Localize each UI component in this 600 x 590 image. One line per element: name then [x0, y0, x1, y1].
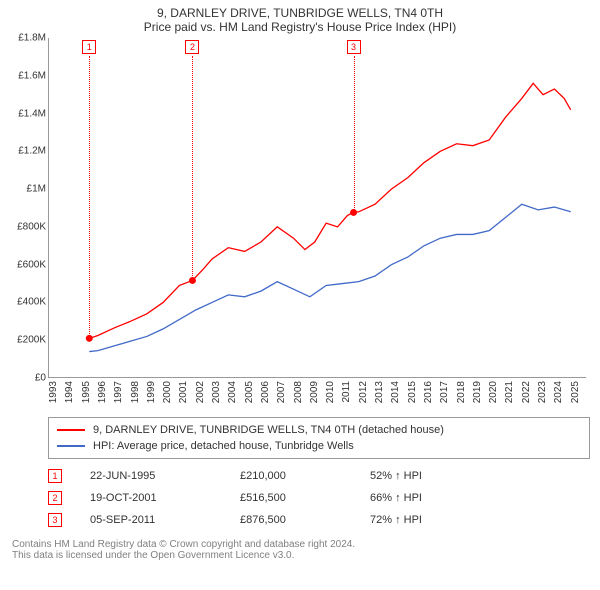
x-tick-label: 2025 — [570, 381, 581, 403]
title-subtitle: Price paid vs. HM Land Registry's House … — [0, 20, 600, 34]
y-tick-label: £1.2M — [18, 146, 46, 157]
x-axis: 1993 1994 1995 1996 1997 1998 1999 2000 2001 2002… — [48, 378, 586, 413]
x-tick-label: 2021 — [504, 381, 515, 403]
y-tick-label: £1M — [27, 184, 46, 195]
footer: Contains HM Land Registry data © Crown c… — [12, 539, 590, 561]
x-tick-label: 1996 — [97, 381, 108, 403]
table-row: 1 22-JUN-1995 £210,000 52% ↑ HPI — [48, 465, 590, 487]
x-tick-label: 2008 — [293, 381, 304, 403]
x-tick-label: 2020 — [488, 381, 499, 403]
x-tick-label: 2024 — [553, 381, 564, 403]
x-tick-label: 1999 — [146, 381, 157, 403]
legend-label-hpi: HPI: Average price, detached house, Tunb… — [93, 440, 354, 452]
y-tick-label: £600K — [17, 259, 46, 270]
transaction-table: 1 22-JUN-1995 £210,000 52% ↑ HPI 2 19-OC… — [48, 465, 590, 531]
legend-label-property: 9, DARNLEY DRIVE, TUNBRIDGE WELLS, TN4 0… — [93, 424, 444, 436]
footer-line2: This data is licensed under the Open Gov… — [12, 550, 590, 561]
x-tick-label: 2006 — [260, 381, 271, 403]
trans-ratio: 72% ↑ HPI — [370, 514, 422, 526]
x-tick-label: 2022 — [521, 381, 532, 403]
trans-price: £210,000 — [240, 470, 370, 482]
legend-swatch-hpi — [57, 445, 85, 447]
x-tick-label: 2004 — [227, 381, 238, 403]
x-tick-label: 2012 — [358, 381, 369, 403]
marker-3-icon: 3 — [347, 40, 361, 54]
marker-guideline — [354, 56, 355, 212]
x-tick-label: 2009 — [309, 381, 320, 403]
legend-item-property: 9, DARNLEY DRIVE, TUNBRIDGE WELLS, TN4 0… — [57, 422, 581, 438]
x-tick-label: 1995 — [81, 381, 92, 403]
x-tick-label: 2001 — [178, 381, 189, 403]
x-tick-label: 2010 — [325, 381, 336, 403]
trans-date: 05-SEP-2011 — [90, 514, 240, 526]
y-tick-label: £1.6M — [18, 70, 46, 81]
x-tick-label: 2019 — [472, 381, 483, 403]
marker-2-icon: 2 — [48, 491, 62, 505]
legend-swatch-property — [57, 429, 85, 431]
x-tick-label: 2005 — [244, 381, 255, 403]
chart-area: £0 £200K £400K £600K £800K £1M £1.2M £1.4M £1.6M… — [10, 38, 590, 413]
y-tick-label: £0 — [35, 373, 46, 384]
y-tick-label: £200K — [17, 335, 46, 346]
line-property — [89, 83, 570, 338]
legend-item-hpi: HPI: Average price, detached house, Tunb… — [57, 438, 581, 454]
marker-guideline — [89, 56, 90, 338]
footer-line1: Contains HM Land Registry data © Crown c… — [12, 539, 590, 550]
trans-date: 22-JUN-1995 — [90, 470, 240, 482]
x-tick-label: 2002 — [195, 381, 206, 403]
marker-3-icon: 3 — [48, 513, 62, 527]
y-tick-label: £1.4M — [18, 108, 46, 119]
marker-1-icon: 1 — [82, 40, 96, 54]
x-tick-label: 2000 — [162, 381, 173, 403]
x-tick-label: 2023 — [537, 381, 548, 403]
x-tick-label: 2015 — [407, 381, 418, 403]
x-tick-label: 1994 — [64, 381, 75, 403]
marker-2-icon: 2 — [185, 40, 199, 54]
x-tick-label: 2003 — [211, 381, 222, 403]
title-address: 9, DARNLEY DRIVE, TUNBRIDGE WELLS, TN4 0… — [0, 6, 600, 20]
plot-area: 1 2 3 — [48, 38, 586, 378]
chart-title: 9, DARNLEY DRIVE, TUNBRIDGE WELLS, TN4 0… — [0, 0, 600, 38]
x-tick-label: 2018 — [456, 381, 467, 403]
legend: 9, DARNLEY DRIVE, TUNBRIDGE WELLS, TN4 0… — [48, 417, 590, 459]
x-tick-label: 2013 — [374, 381, 385, 403]
x-tick-label: 1998 — [130, 381, 141, 403]
marker-1-icon: 1 — [48, 469, 62, 483]
trans-price: £876,500 — [240, 514, 370, 526]
trans-price: £516,500 — [240, 492, 370, 504]
x-tick-label: 1993 — [48, 381, 59, 403]
x-tick-label: 2007 — [276, 381, 287, 403]
x-tick-label: 2017 — [439, 381, 450, 403]
y-tick-label: £800K — [17, 221, 46, 232]
chart-svg — [49, 38, 587, 378]
marker-guideline — [192, 56, 193, 280]
x-tick-label: 2014 — [390, 381, 401, 403]
trans-date: 19-OCT-2001 — [90, 492, 240, 504]
trans-ratio: 66% ↑ HPI — [370, 492, 422, 504]
trans-ratio: 52% ↑ HPI — [370, 470, 422, 482]
x-tick-label: 1997 — [113, 381, 124, 403]
y-tick-label: £1.8M — [18, 33, 46, 44]
x-tick-label: 2011 — [341, 381, 352, 403]
table-row: 2 19-OCT-2001 £516,500 66% ↑ HPI — [48, 487, 590, 509]
x-tick-label: 2016 — [423, 381, 434, 403]
y-axis: £0£200K£400K£600K£800K£1M£1.2M£1.4M£1.6M… — [10, 38, 48, 378]
line-hpi — [89, 204, 570, 351]
table-row: 3 05-SEP-2011 £876,500 72% ↑ HPI — [48, 509, 590, 531]
y-tick-label: £400K — [17, 297, 46, 308]
